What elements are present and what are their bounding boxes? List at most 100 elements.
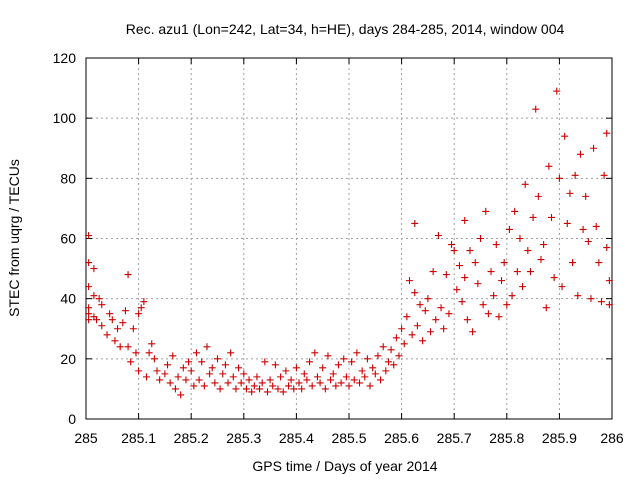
y-tick-labels: 0 20 40 60 80 100 120: [53, 50, 77, 427]
data-point: [137, 304, 145, 312]
x-tick-label: 285.8: [489, 430, 524, 446]
data-point: [603, 244, 611, 252]
data-point: [266, 376, 274, 384]
data-point: [474, 280, 482, 288]
data-point: [511, 207, 519, 215]
data-point: [295, 379, 303, 387]
data-point: [495, 313, 503, 321]
data-point: [221, 361, 229, 369]
data-point: [519, 283, 527, 291]
data-point: [484, 310, 492, 318]
data-point: [437, 304, 445, 312]
x-tick-label: 285.6: [384, 430, 419, 446]
data-point: [253, 373, 261, 381]
data-point: [248, 388, 256, 396]
grid-lines: [86, 58, 612, 419]
data-point: [545, 162, 553, 170]
data-point: [574, 292, 582, 300]
data-point: [85, 231, 93, 239]
x-tick-labels: 285 285.1 285.2 285.3 285.4 285.5 285.6 285.7 28…: [74, 430, 624, 446]
data-point: [200, 382, 208, 390]
data-point: [463, 316, 471, 324]
data-point: [479, 301, 487, 309]
data-point: [132, 349, 140, 357]
data-point: [369, 364, 377, 372]
data-point: [603, 129, 611, 137]
data-point: [103, 331, 111, 339]
data-point: [187, 367, 195, 375]
data-point: [206, 370, 214, 378]
data-point: [85, 316, 93, 324]
data-point: [395, 352, 403, 360]
data-point: [308, 382, 316, 390]
data-point: [321, 385, 329, 393]
data-point: [98, 301, 106, 309]
data-point: [171, 385, 179, 393]
data-point: [569, 259, 577, 267]
data-point: [150, 355, 158, 363]
data-point: [540, 241, 548, 249]
data-point: [461, 216, 469, 224]
data-point: [161, 370, 169, 378]
data-point: [413, 322, 421, 330]
data-point: [177, 391, 185, 399]
data-point: [140, 298, 148, 306]
data-point: [190, 382, 198, 390]
data-point: [129, 325, 137, 333]
y-tick-label: 60: [60, 231, 76, 247]
data-point: [237, 379, 245, 387]
data-point: [411, 219, 419, 227]
data-point: [521, 180, 529, 188]
data-point: [455, 262, 463, 270]
data-point: [419, 337, 427, 345]
data-point: [582, 192, 590, 200]
data-point: [232, 385, 240, 393]
data-point: [590, 144, 598, 152]
data-point: [353, 349, 361, 357]
data-point: [287, 376, 295, 384]
data-point: [526, 268, 534, 276]
data-point: [605, 277, 613, 285]
x-tick-label: 285.2: [174, 430, 209, 446]
data-point: [398, 325, 406, 333]
data-point: [358, 367, 366, 375]
data-point: [242, 385, 250, 393]
data-point: [348, 358, 356, 366]
data-point: [482, 207, 490, 215]
x-tick-label: 285.1: [121, 430, 156, 446]
data-point: [114, 325, 122, 333]
data-point: [90, 265, 98, 273]
data-point: [337, 379, 345, 387]
data-point: [500, 259, 508, 267]
data-points: [85, 87, 613, 399]
data-point: [203, 343, 211, 351]
x-tick-label: 285.7: [437, 430, 472, 446]
data-point: [261, 358, 269, 366]
data-point: [256, 385, 264, 393]
data-point: [584, 238, 592, 246]
data-point: [434, 231, 442, 239]
data-point: [563, 219, 571, 227]
data-point: [532, 105, 540, 113]
data-point: [208, 364, 216, 372]
data-point: [119, 319, 127, 327]
data-point: [224, 379, 232, 387]
data-point: [597, 298, 605, 306]
data-point: [450, 247, 458, 255]
data-point: [258, 379, 266, 387]
data-point: [411, 289, 419, 297]
data-point: [561, 132, 569, 140]
x-tick-label: 285: [74, 430, 98, 446]
data-point: [227, 349, 235, 357]
data-point: [498, 277, 506, 285]
data-point: [95, 295, 103, 303]
data-point: [127, 358, 135, 366]
data-point: [185, 358, 193, 366]
data-point: [363, 355, 371, 363]
data-point: [579, 225, 587, 233]
data-point: [503, 301, 511, 309]
data-point: [153, 367, 161, 375]
data-point: [390, 361, 398, 369]
data-point: [408, 331, 416, 339]
